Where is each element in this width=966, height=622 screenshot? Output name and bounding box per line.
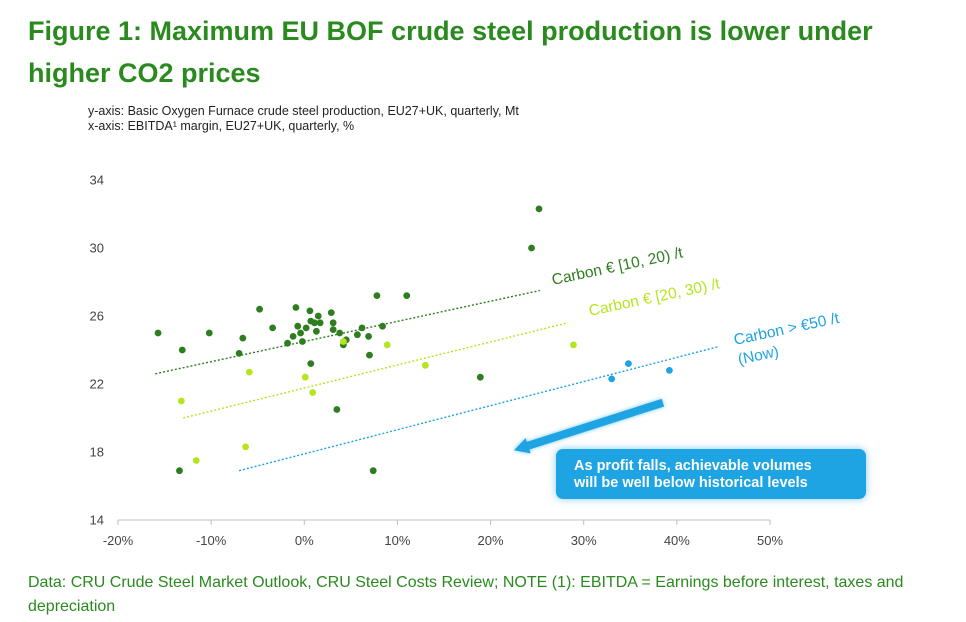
data-point — [178, 346, 186, 354]
data-point — [301, 373, 309, 381]
data-point — [476, 373, 484, 381]
x-tick-label: 20% — [478, 533, 504, 548]
data-point — [535, 205, 543, 213]
data-point — [608, 375, 616, 383]
data-point — [299, 338, 306, 345]
y-axis-description: y-axis: Basic Oxygen Furnace crude steel… — [88, 104, 519, 118]
data-point — [294, 322, 302, 330]
data-point — [336, 329, 344, 337]
callout-line-2: will be well below historical levels — [574, 475, 808, 491]
data-points — [154, 205, 673, 475]
data-point — [307, 360, 315, 367]
series-label: Carbon € [10, 20) /t — [550, 244, 685, 289]
y-tick-label: 22 — [90, 377, 104, 392]
data-point — [292, 304, 300, 311]
data-point — [358, 324, 366, 332]
data-point — [316, 319, 324, 327]
data-point — [353, 331, 361, 339]
x-tick-label: -10% — [196, 533, 227, 548]
data-point — [284, 339, 291, 347]
data-point — [421, 361, 429, 369]
y-tick-label: 14 — [90, 513, 104, 528]
x-tick-label: 50% — [757, 533, 783, 548]
data-point — [306, 307, 314, 315]
data-point — [329, 319, 337, 327]
x-axis-description: x-axis: EBITDA¹ margin, EU27+UK, quarter… — [88, 119, 355, 133]
data-point — [205, 329, 213, 337]
callout-box: As profit falls, achievable volumes will… — [556, 449, 866, 499]
data-point — [366, 351, 373, 359]
callout-line-1: As profit falls, achievable volumes — [574, 458, 812, 474]
data-point — [666, 367, 673, 374]
trend-lines — [155, 289, 719, 472]
data-point — [314, 312, 322, 320]
data-point — [245, 368, 253, 376]
chart-axes: -20% -10% 0% 10% 20% 30% 40% 50% 14 18 22 26 30 34 — [90, 173, 784, 549]
data-point — [242, 443, 250, 451]
data-point — [373, 292, 381, 299]
data-point — [312, 327, 320, 335]
data-point — [256, 305, 263, 313]
data-point — [570, 341, 577, 349]
y-tick-label: 26 — [90, 309, 104, 324]
trend-line — [155, 289, 541, 375]
data-point — [333, 406, 341, 413]
x-tick-label: 30% — [571, 533, 597, 548]
y-tick-label: 34 — [90, 173, 104, 188]
data-point — [369, 467, 377, 475]
series-label: Carbon € [20, 30) /t — [587, 275, 722, 320]
data-point — [379, 322, 386, 330]
data-point — [289, 333, 297, 340]
data-point — [297, 329, 304, 337]
arrow-icon — [513, 398, 665, 454]
data-point — [329, 326, 337, 333]
data-point — [528, 244, 535, 252]
x-tick-label: 0% — [295, 533, 314, 548]
data-point — [176, 467, 183, 475]
data-point — [177, 397, 185, 405]
x-tick-label: 10% — [384, 533, 410, 548]
data-point — [403, 292, 411, 299]
y-tick-label: 30 — [90, 241, 104, 256]
trend-line — [238, 345, 719, 472]
data-point — [309, 389, 317, 396]
data-point — [311, 319, 318, 327]
data-point — [383, 341, 391, 349]
data-point — [365, 333, 372, 340]
data-point — [269, 324, 277, 332]
source-footnote: Data: CRU Crude Steel Market Outlook, CR… — [28, 574, 904, 615]
data-point — [340, 338, 347, 345]
data-point — [235, 350, 243, 357]
x-tick-label: -20% — [103, 533, 134, 548]
data-point — [302, 324, 310, 332]
data-point — [327, 309, 335, 316]
data-point — [239, 334, 247, 342]
series-label: Carbon > €50 /t(Now) — [732, 310, 845, 369]
page-title: Figure 1: Maximum EU BOF crude steel pro… — [28, 16, 873, 88]
data-point — [625, 360, 632, 367]
y-tick-label: 18 — [90, 445, 104, 460]
annotation-arrow — [513, 398, 665, 454]
data-point — [154, 329, 162, 337]
data-point — [192, 457, 200, 464]
x-tick-label: 40% — [664, 533, 690, 548]
